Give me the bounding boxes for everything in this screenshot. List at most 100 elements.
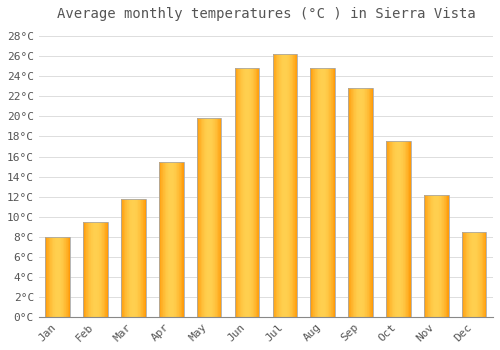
Bar	[361, 89, 362, 317]
Bar	[219, 118, 220, 317]
Bar	[254, 68, 255, 317]
Bar	[350, 89, 352, 317]
Bar	[221, 118, 222, 317]
Bar	[175, 161, 176, 317]
Bar	[162, 161, 164, 317]
Bar	[165, 161, 166, 317]
Bar	[168, 161, 169, 317]
Bar	[220, 118, 221, 317]
Bar	[103, 222, 104, 317]
Bar	[425, 195, 426, 317]
Bar	[444, 195, 445, 317]
Bar	[482, 232, 484, 317]
Bar	[291, 54, 292, 317]
Bar	[275, 54, 276, 317]
Bar	[472, 232, 473, 317]
Bar	[478, 232, 479, 317]
Bar	[141, 198, 142, 317]
Bar	[292, 54, 293, 317]
Bar	[49, 237, 50, 317]
Bar	[469, 232, 470, 317]
Bar	[67, 237, 68, 317]
Bar	[249, 68, 250, 317]
Bar	[169, 161, 170, 317]
Bar	[402, 141, 404, 317]
Bar	[273, 54, 274, 317]
Bar	[164, 161, 165, 317]
Bar	[399, 141, 400, 317]
Bar	[406, 141, 407, 317]
Bar	[218, 118, 219, 317]
Bar	[145, 198, 146, 317]
Bar	[438, 195, 440, 317]
Bar	[101, 222, 102, 317]
Bar	[201, 118, 202, 317]
Bar	[241, 68, 242, 317]
Bar	[206, 118, 208, 317]
Bar	[370, 89, 371, 317]
Bar	[365, 89, 366, 317]
Bar	[138, 198, 139, 317]
Bar	[436, 195, 437, 317]
Bar	[121, 198, 146, 317]
Bar	[209, 118, 210, 317]
Bar	[51, 237, 52, 317]
Bar	[160, 161, 161, 317]
Bar	[161, 161, 162, 317]
Bar	[296, 54, 297, 317]
Bar	[137, 198, 138, 317]
Bar	[408, 141, 409, 317]
Bar	[205, 118, 206, 317]
Bar	[66, 237, 67, 317]
Bar	[424, 195, 448, 317]
Bar	[386, 141, 410, 317]
Bar	[433, 195, 434, 317]
Bar	[122, 198, 123, 317]
Bar	[442, 195, 443, 317]
Bar	[320, 68, 321, 317]
Bar	[129, 198, 130, 317]
Bar	[200, 118, 201, 317]
Bar	[427, 195, 428, 317]
Bar	[437, 195, 438, 317]
Bar	[348, 89, 349, 317]
Bar	[280, 54, 281, 317]
Bar	[92, 222, 93, 317]
Bar	[100, 222, 101, 317]
Bar	[391, 141, 392, 317]
Bar	[239, 68, 240, 317]
Bar	[465, 232, 466, 317]
Bar	[274, 54, 275, 317]
Bar	[128, 198, 129, 317]
Bar	[234, 68, 236, 317]
Bar	[213, 118, 214, 317]
Bar	[85, 222, 86, 317]
Bar	[126, 198, 128, 317]
Bar	[470, 232, 471, 317]
Bar	[86, 222, 87, 317]
Bar	[90, 222, 92, 317]
Bar	[198, 118, 200, 317]
Bar	[484, 232, 485, 317]
Bar	[401, 141, 402, 317]
Bar	[363, 89, 364, 317]
Bar	[234, 68, 260, 317]
Bar	[352, 89, 353, 317]
Title: Average monthly temperatures (°C ) in Sierra Vista: Average monthly temperatures (°C ) in Si…	[56, 7, 476, 21]
Bar	[93, 222, 94, 317]
Bar	[65, 237, 66, 317]
Bar	[208, 118, 209, 317]
Bar	[355, 89, 356, 317]
Bar	[167, 161, 168, 317]
Bar	[95, 222, 96, 317]
Bar	[318, 68, 319, 317]
Bar	[98, 222, 100, 317]
Bar	[360, 89, 361, 317]
Bar	[255, 68, 256, 317]
Bar	[202, 118, 203, 317]
Bar	[397, 141, 398, 317]
Bar	[356, 89, 357, 317]
Bar	[362, 89, 363, 317]
Bar	[473, 232, 474, 317]
Bar	[316, 68, 317, 317]
